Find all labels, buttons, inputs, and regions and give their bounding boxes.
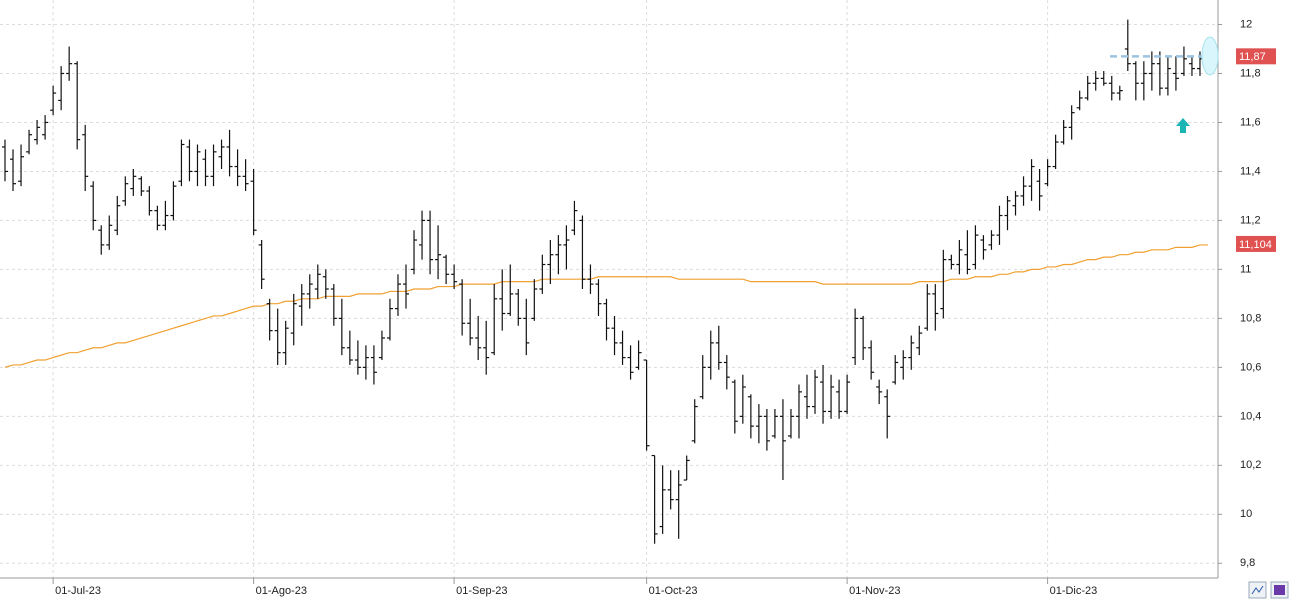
price-label: 11,104 — [1239, 239, 1272, 251]
y-tick-label: 10,2 — [1240, 459, 1261, 471]
price-label-box — [1236, 48, 1276, 65]
y-tick-label: 10,6 — [1240, 361, 1261, 373]
grid — [0, 0, 1218, 578]
axes: 9,8 10 10,2 10,4 10,6 10,8 11 11,2 11,4 11,6 11,8 1… — [52, 18, 1276, 597]
y-tick-label: 11,8 — [1240, 67, 1261, 79]
x-tick-label: 01-Dic-23 — [1050, 585, 1098, 597]
x-tick-label: 01-Ago-23 — [256, 585, 307, 597]
selection-marker — [1201, 36, 1219, 76]
price-label: 11,87 — [1239, 51, 1266, 63]
y-tick-label: 10,4 — [1240, 410, 1261, 422]
signal-arrow — [1176, 118, 1190, 133]
y-tick-label: 11,4 — [1240, 165, 1261, 177]
plot — [2, 19, 1218, 544]
toggle-icon — [1251, 585, 1264, 595]
save-icon — [1274, 585, 1285, 595]
y-tick-label: 11,6 — [1240, 116, 1261, 128]
y-tick-label: 12 — [1240, 18, 1252, 30]
y-tick-label: 11,2 — [1240, 214, 1261, 226]
x-tick-label: 01-Sep-23 — [456, 585, 507, 597]
x-tick-label: 01-Jul-23 — [55, 585, 101, 597]
moving-average-line — [4, 244, 1208, 368]
price-label-box — [1236, 235, 1276, 252]
y-tick-label: 11 — [1240, 263, 1251, 275]
x-tick-label: 01-Oct-23 — [649, 585, 698, 597]
y-tick-label: 9,8 — [1240, 557, 1255, 569]
x-tick-label: 01-Nov-23 — [849, 585, 900, 597]
y-tick-label: 10 — [1240, 508, 1252, 520]
y-tick-label: 10,8 — [1240, 312, 1261, 324]
